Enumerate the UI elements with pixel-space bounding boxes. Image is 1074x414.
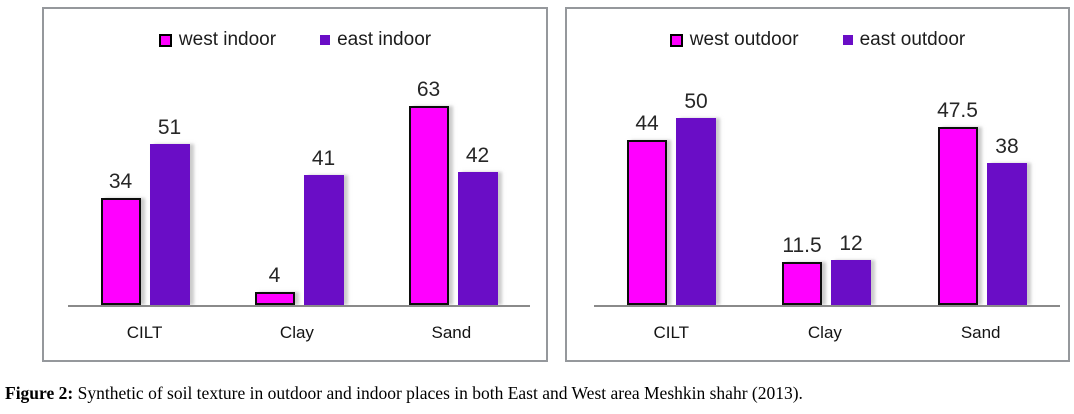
value-label-east-indoor-sand: 42 [465, 143, 490, 167]
category-label-outdoor-cilt: CILT [653, 323, 690, 342]
legend-indoor: west indoor east indoor [44, 29, 546, 51]
legend-swatch-east-indoor [320, 35, 331, 45]
legend-item-east-outdoor: east outdoor [842, 29, 966, 51]
chart-panel-outdoor: west outdoor east outdoor 44 50 1 [565, 7, 1070, 362]
value-label-west-indoor-clay: 4 [268, 263, 281, 287]
bar-group-indoor-sand: 63 42 [408, 77, 498, 305]
bar-east-indoor-cilt [149, 144, 190, 305]
bar-col-east-outdoor-cilt: 50 [676, 89, 717, 305]
category-label-indoor-sand: Sand [431, 323, 472, 342]
category-label-outdoor-sand: Sand [960, 323, 1001, 342]
bar-west-outdoor-clay [782, 262, 823, 305]
bar-col-east-outdoor-clay: 12 [831, 231, 872, 305]
legend-swatch-west-outdoor [669, 33, 683, 47]
bar-col-west-outdoor-clay: 11.5 [782, 233, 823, 305]
legend-swatch-west-indoor [158, 33, 172, 47]
bar-col-west-indoor-sand: 63 [408, 77, 449, 305]
bar-west-indoor-cilt [100, 198, 141, 305]
legend-label-west-outdoor: west outdoor [689, 29, 799, 50]
bar-col-west-indoor-clay: 4 [254, 263, 295, 305]
bar-west-outdoor-cilt [627, 140, 668, 305]
figure-caption: Figure 2: Synthetic of soil texture in o… [5, 383, 803, 404]
category-label-indoor-cilt: CILT [126, 323, 163, 342]
bar-group-outdoor-clay: 11.5 12 [782, 231, 872, 305]
value-label-east-indoor-cilt: 51 [157, 115, 182, 139]
category-axis-outdoor: CILT Clay Sand [594, 323, 1060, 343]
bar-east-indoor-clay [303, 175, 344, 305]
chart-panel-indoor: west indoor east indoor 34 51 4 [42, 7, 548, 362]
value-label-west-indoor-cilt: 34 [108, 169, 133, 193]
value-label-west-indoor-sand: 63 [416, 77, 441, 101]
bar-col-west-outdoor-cilt: 44 [627, 111, 668, 305]
bar-group-outdoor-cilt: 44 50 [627, 89, 717, 305]
value-label-east-outdoor-cilt: 50 [684, 89, 708, 113]
bar-col-east-indoor-clay: 41 [303, 146, 344, 305]
bar-east-outdoor-sand [986, 163, 1027, 305]
value-label-east-outdoor-clay: 12 [839, 231, 863, 255]
category-label-outdoor-clay: Clay [807, 323, 842, 342]
bar-col-east-outdoor-sand: 38 [986, 134, 1027, 305]
bar-group-indoor-cilt: 34 51 [100, 115, 190, 305]
bar-east-outdoor-clay [831, 260, 872, 305]
legend-outdoor: west outdoor east outdoor [567, 29, 1068, 51]
category-label-indoor-clay: Clay [279, 323, 314, 342]
plot-area-outdoor: 44 50 11.5 12 47 [594, 89, 1060, 305]
bar-east-outdoor-cilt [676, 118, 717, 305]
value-label-west-outdoor-clay: 11.5 [782, 233, 822, 257]
bar-col-east-indoor-sand: 42 [457, 143, 498, 305]
bar-west-outdoor-sand [937, 127, 978, 305]
legend-item-west-indoor: west indoor [158, 29, 277, 51]
x-axis-line-indoor [68, 305, 530, 307]
bar-group-indoor-clay: 4 41 [254, 146, 344, 305]
legend-label-west-indoor: west indoor [178, 29, 277, 50]
figure-caption-text: Synthetic of soil texture in outdoor and… [73, 383, 803, 403]
value-label-east-outdoor-sand: 38 [995, 134, 1019, 158]
bar-group-outdoor-sand: 47.5 38 [937, 98, 1027, 305]
bar-col-west-outdoor-sand: 47.5 [937, 98, 978, 305]
legend-label-east-outdoor: east outdoor [859, 29, 966, 50]
bar-col-east-indoor-cilt: 51 [149, 115, 190, 305]
bar-west-indoor-clay [254, 292, 295, 305]
category-axis-indoor: CILT Clay Sand [68, 323, 530, 343]
legend-label-east-indoor: east indoor [337, 29, 432, 50]
x-axis-line-outdoor [594, 305, 1060, 307]
value-label-west-outdoor-sand: 47.5 [937, 98, 978, 122]
legend-item-east-indoor: east indoor [320, 29, 431, 51]
bar-col-west-indoor-cilt: 34 [100, 169, 141, 305]
plot-area-indoor: 34 51 4 41 63 [68, 77, 530, 305]
value-label-west-outdoor-cilt: 44 [635, 111, 659, 135]
bar-west-indoor-sand [408, 106, 449, 305]
bar-east-indoor-sand [457, 172, 498, 305]
value-label-east-indoor-clay: 41 [311, 146, 336, 170]
legend-item-west-outdoor: west outdoor [669, 29, 799, 51]
legend-swatch-east-outdoor [842, 35, 853, 45]
figure-caption-label: Figure 2: [5, 383, 74, 403]
